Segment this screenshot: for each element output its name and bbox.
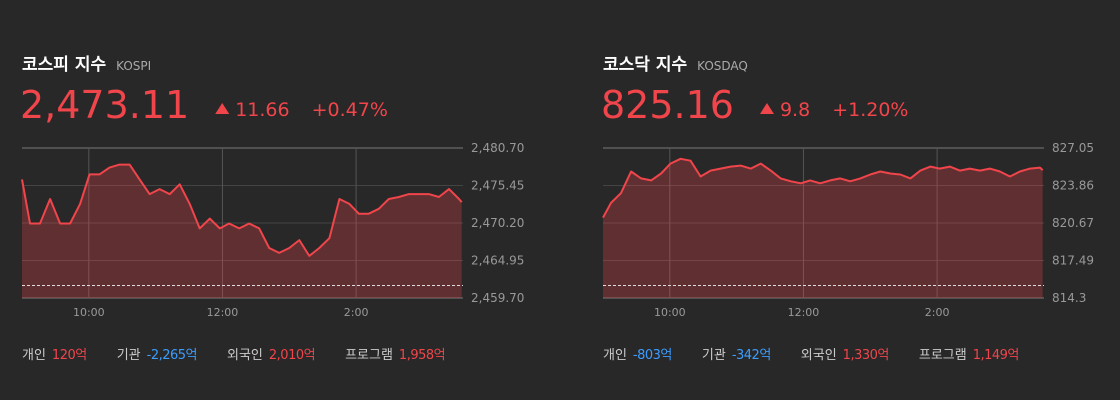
investor-name: 기관 [702,348,726,363]
x-tick-label: 12:00 [207,306,239,319]
x-tick-label: 2:00 [344,306,369,319]
x-tick-label: 12:00 [788,306,820,319]
y-tick-label: 820.67 [1052,216,1094,230]
investor-value: 1,149억 [973,348,1019,363]
y-tick-label: 817.49 [1052,253,1094,267]
investor-value: -2,265억 [147,348,197,363]
index-change: 11.66 [235,99,289,121]
index-change-rate: +0.47% [312,99,388,121]
price-line [602,157,1044,219]
index-code: KOSDAQ [697,59,748,73]
up-arrow [759,103,774,114]
index-price: 825.16 [601,83,734,127]
up-arrow [215,103,230,114]
investor-name: 프로그램 [919,348,967,363]
investor-name: 개인 [603,348,627,363]
investor-value: 1,330억 [843,348,889,363]
investor-name: 프로그램 [345,348,393,363]
investor-name: 외국인 [227,348,263,363]
index-change: 9.8 [780,99,810,121]
y-tick-label: 823.86 [1052,179,1094,193]
price-area [603,158,1043,298]
investor-value: 120억 [52,348,87,363]
y-tick-label: 2,480.70 [471,141,524,155]
y-tick-label: 827.05 [1052,141,1094,155]
index-card: 코스닥 지수 KOSDAQ 825.16 9.8 +1.20% 827.05 823.86 8… [601,55,1094,363]
index-price: 2,473.11 [20,83,189,127]
investor-value: 1,958억 [399,348,445,363]
y-tick-label: 2,475.45 [471,179,524,193]
index-title: 코스닥 지수 [603,55,687,75]
y-tick-label: 2,470.20 [471,216,524,230]
x-tick-label: 10:00 [654,306,686,319]
x-tick-label: 2:00 [925,306,950,319]
y-tick-label: 814.3 [1052,291,1086,305]
investor-name: 개인 [22,348,46,363]
investor-name: 기관 [117,348,141,363]
investor-value: 2,010억 [269,348,315,363]
investor-value: -342억 [732,348,771,363]
investor-name: 외국인 [801,348,837,363]
price-line [21,163,463,257]
x-tick-label: 10:00 [73,306,105,319]
investor-value: -803억 [633,348,672,363]
index-change-rate: +1.20% [832,99,908,121]
price-area [22,164,462,298]
index-code: KOSPI [116,59,151,73]
y-tick-label: 2,464.95 [471,254,524,268]
index-title: 코스피 지수 [22,55,106,75]
index-card: 코스피 지수 KOSPI 2,473.11 11.66 +0.47% 2,480.70 2,… [20,55,524,363]
y-tick-label: 2,459.70 [471,291,524,305]
